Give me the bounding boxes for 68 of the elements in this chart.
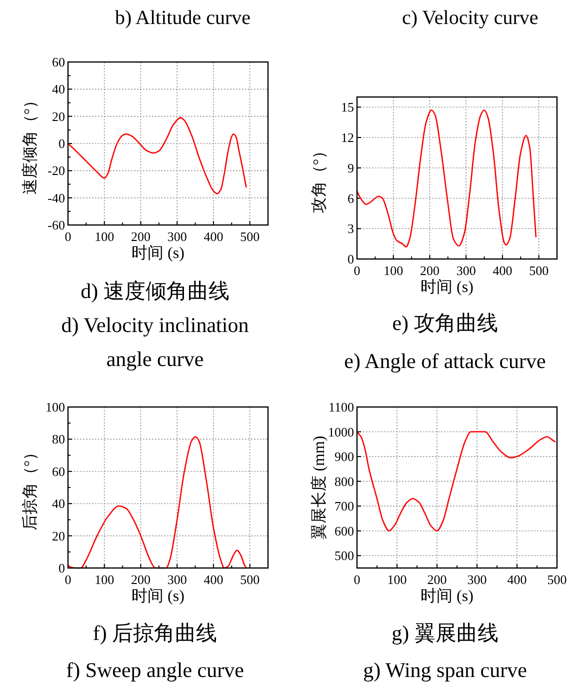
y-tick-label: 100 — [46, 400, 65, 414]
x-tick-label: 200 — [420, 263, 440, 278]
line-series — [356, 110, 537, 248]
y-tick-label: -60 — [48, 218, 65, 232]
x-tick-label: 500 — [240, 572, 260, 587]
text: g) Wing span curve — [363, 658, 527, 682]
y-tick-label: 0 — [348, 252, 354, 266]
y-tick-label: 12 — [341, 130, 354, 145]
x-tick-label: 100 — [387, 572, 407, 587]
y-tick-label: 700 — [334, 498, 354, 514]
y-tick-label: 800 — [334, 474, 354, 489]
y-tick-label: -20 — [48, 163, 65, 178]
y-axis-title: 翼展长度 (mm) — [310, 436, 328, 540]
y-axis-title: 后掠角（°） — [21, 444, 39, 531]
y-tick-label: 0 — [58, 136, 65, 151]
x-axis-title: 时间 (s) — [132, 244, 184, 262]
y-tick-label: 900 — [334, 449, 354, 464]
y-tick-label: 60 — [52, 54, 65, 70]
y-tick-label: 20 — [52, 528, 65, 544]
y-tick-label: 1000 — [328, 424, 354, 440]
y-tick-label: 20 — [52, 108, 65, 124]
x-tick-label: 400 — [507, 572, 527, 587]
x-tick-label: 300 — [456, 263, 476, 278]
y-tick-label: -40 — [48, 190, 65, 206]
y-tick-label: 9 — [348, 160, 354, 176]
text: e) 攻角曲线 — [392, 311, 498, 335]
x-tick-label: 500 — [240, 229, 260, 244]
y-tick-label: 80 — [52, 432, 65, 447]
text: b) Altitude curve — [115, 7, 251, 29]
x-tick-label: 300 — [167, 229, 187, 244]
x-tick-label: 400 — [204, 572, 224, 587]
text: e) Angle of attack curve — [344, 349, 546, 373]
line-series — [67, 117, 247, 194]
x-tick-label: 200 — [130, 229, 150, 244]
x-tick-label: 500 — [547, 572, 567, 587]
y-tick-label: 40 — [52, 496, 65, 512]
text: f) Sweep angle curve — [66, 658, 244, 682]
line-series — [356, 431, 556, 532]
y-tick-label: 0 — [58, 560, 65, 576]
y-axis-title: 速度倾角（°） — [21, 92, 39, 195]
x-axis-title: 时间 (s) — [420, 278, 474, 296]
y-tick-label: 40 — [52, 82, 65, 97]
text: d) 速度倾角曲线 — [80, 279, 230, 303]
y-tick-label: 500 — [334, 548, 354, 564]
y-tick-label: 15 — [341, 100, 354, 115]
y-tick-label: 60 — [52, 464, 65, 479]
y-tick-label: 600 — [334, 523, 354, 538]
text: c) Velocity curve — [402, 7, 538, 29]
y-axis-title: 攻角（°） — [311, 142, 328, 214]
y-tick-label: 3 — [348, 221, 354, 236]
x-tick-label: 100 — [94, 572, 114, 587]
text: d) Velocity inclination angle curve — [61, 313, 250, 371]
text: f) 后掠角曲线 — [92, 621, 218, 645]
line-series — [67, 436, 247, 569]
y-tick-label: 6 — [348, 190, 354, 206]
x-tick-label: 100 — [94, 229, 114, 244]
x-tick-label: 100 — [384, 263, 404, 278]
x-tick-label: 200 — [130, 572, 150, 587]
x-tick-label: 500 — [529, 263, 549, 278]
x-tick-label: 400 — [492, 263, 512, 278]
x-axis-title: 时间 (s) — [132, 587, 184, 605]
text: g) 翼展曲线 — [392, 621, 498, 645]
x-tick-label: 400 — [204, 229, 224, 244]
x-tick-label: 300 — [467, 572, 487, 587]
x-tick-label: 300 — [167, 572, 187, 587]
y-tick-label: 1100 — [328, 400, 354, 414]
x-tick-label: 200 — [427, 572, 447, 587]
x-axis-title: 时间 (s) — [420, 587, 474, 605]
